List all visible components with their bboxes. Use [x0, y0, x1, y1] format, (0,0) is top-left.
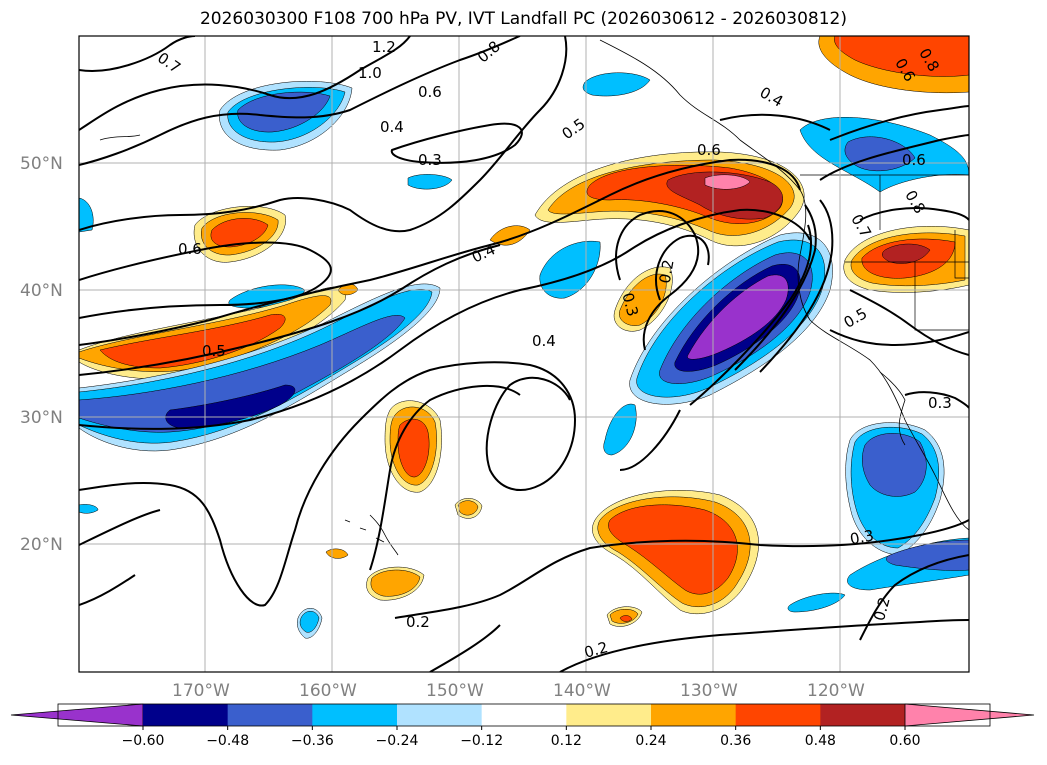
colorbar-bin	[651, 704, 737, 726]
colorbar-tick-label: 0.12	[551, 733, 582, 749]
colorbar-tick-label: 0.60	[889, 733, 920, 749]
colorbar-tick-label: −0.48	[206, 733, 249, 749]
colorbar-bin	[312, 704, 398, 726]
map-title: 2026030300 F108 700 hPa PV, IVT Landfall…	[199, 9, 847, 29]
lon-label: 120°W	[807, 681, 865, 701]
contour-label: 1.2	[372, 38, 396, 56]
contour-label: 0.6	[902, 151, 926, 169]
contour-label: 0.4	[380, 118, 404, 136]
contour-label: 0.3	[418, 151, 442, 169]
colorbar-bin	[735, 704, 821, 726]
lon-label: 140°W	[553, 681, 611, 701]
contour-label: 0.3	[618, 291, 642, 319]
colorbar-bin	[227, 704, 313, 726]
colorbar-bin	[10, 703, 144, 727]
colorbar-bin	[481, 704, 567, 726]
contour-label: 0.2	[406, 613, 430, 631]
colorbar-bin	[143, 704, 229, 726]
colorbar-tick-label: −0.36	[291, 733, 334, 749]
north-america-coast	[599, 39, 969, 531]
contour-label: 0.6	[697, 141, 721, 159]
contour-label: 0.6	[418, 83, 442, 101]
lon-label: 160°W	[299, 681, 357, 701]
colorbar-bin	[397, 704, 483, 726]
lat-label: 50°N	[20, 154, 63, 174]
lat-label: 20°N	[20, 535, 63, 555]
contour-label: 0.5	[202, 342, 226, 360]
contour-label: 0.4	[532, 332, 556, 350]
lon-label: 130°W	[680, 681, 738, 701]
colorbar: −0.60 −0.48 −0.36 −0.24 −0.12 0.12 0.24 0.36 0.4…	[10, 703, 1035, 749]
contour-label: 0.2	[870, 595, 894, 623]
map-frame	[78, 35, 970, 673]
map-panel: 0.7 1.2 1.0 0.8 0.6 0.4 0.3 0.5 0.6 0.6 …	[79, 36, 969, 672]
pv-shading	[79, 36, 969, 639]
colorbar-tick-label: −0.60	[122, 733, 165, 749]
contour-label: 0.6	[178, 240, 202, 258]
contour-label: 0.3	[849, 526, 876, 548]
lon-label: 170°W	[172, 681, 230, 701]
colorbar-tick-label: 0.24	[635, 733, 666, 749]
contour-label: 0.2	[582, 638, 610, 662]
latitude-labels: 50°N 40°N 30°N 20°N	[20, 154, 63, 555]
colorbar-tick-label: 0.36	[720, 733, 751, 749]
lon-label: 150°W	[426, 681, 484, 701]
colorbar-tick-label: −0.24	[376, 733, 419, 749]
contour-label: 0.3	[928, 394, 952, 412]
colorbar-tick-label: −0.12	[460, 733, 503, 749]
pv-contours	[79, 36, 969, 672]
colorbar-bin	[566, 704, 652, 726]
colorbar-tick-label: 0.48	[805, 733, 836, 749]
coastlines	[99, 39, 969, 556]
longitude-labels: 170°W 160°W 150°W 140°W 130°W 120°W	[172, 681, 865, 701]
lat-label: 30°N	[20, 408, 63, 428]
lat-label: 40°N	[20, 281, 63, 301]
contour-label: 0.2	[656, 258, 678, 285]
colorbar-bin	[904, 703, 1035, 727]
contour-label: 1.0	[358, 64, 382, 82]
colorbar-bin	[820, 704, 906, 726]
